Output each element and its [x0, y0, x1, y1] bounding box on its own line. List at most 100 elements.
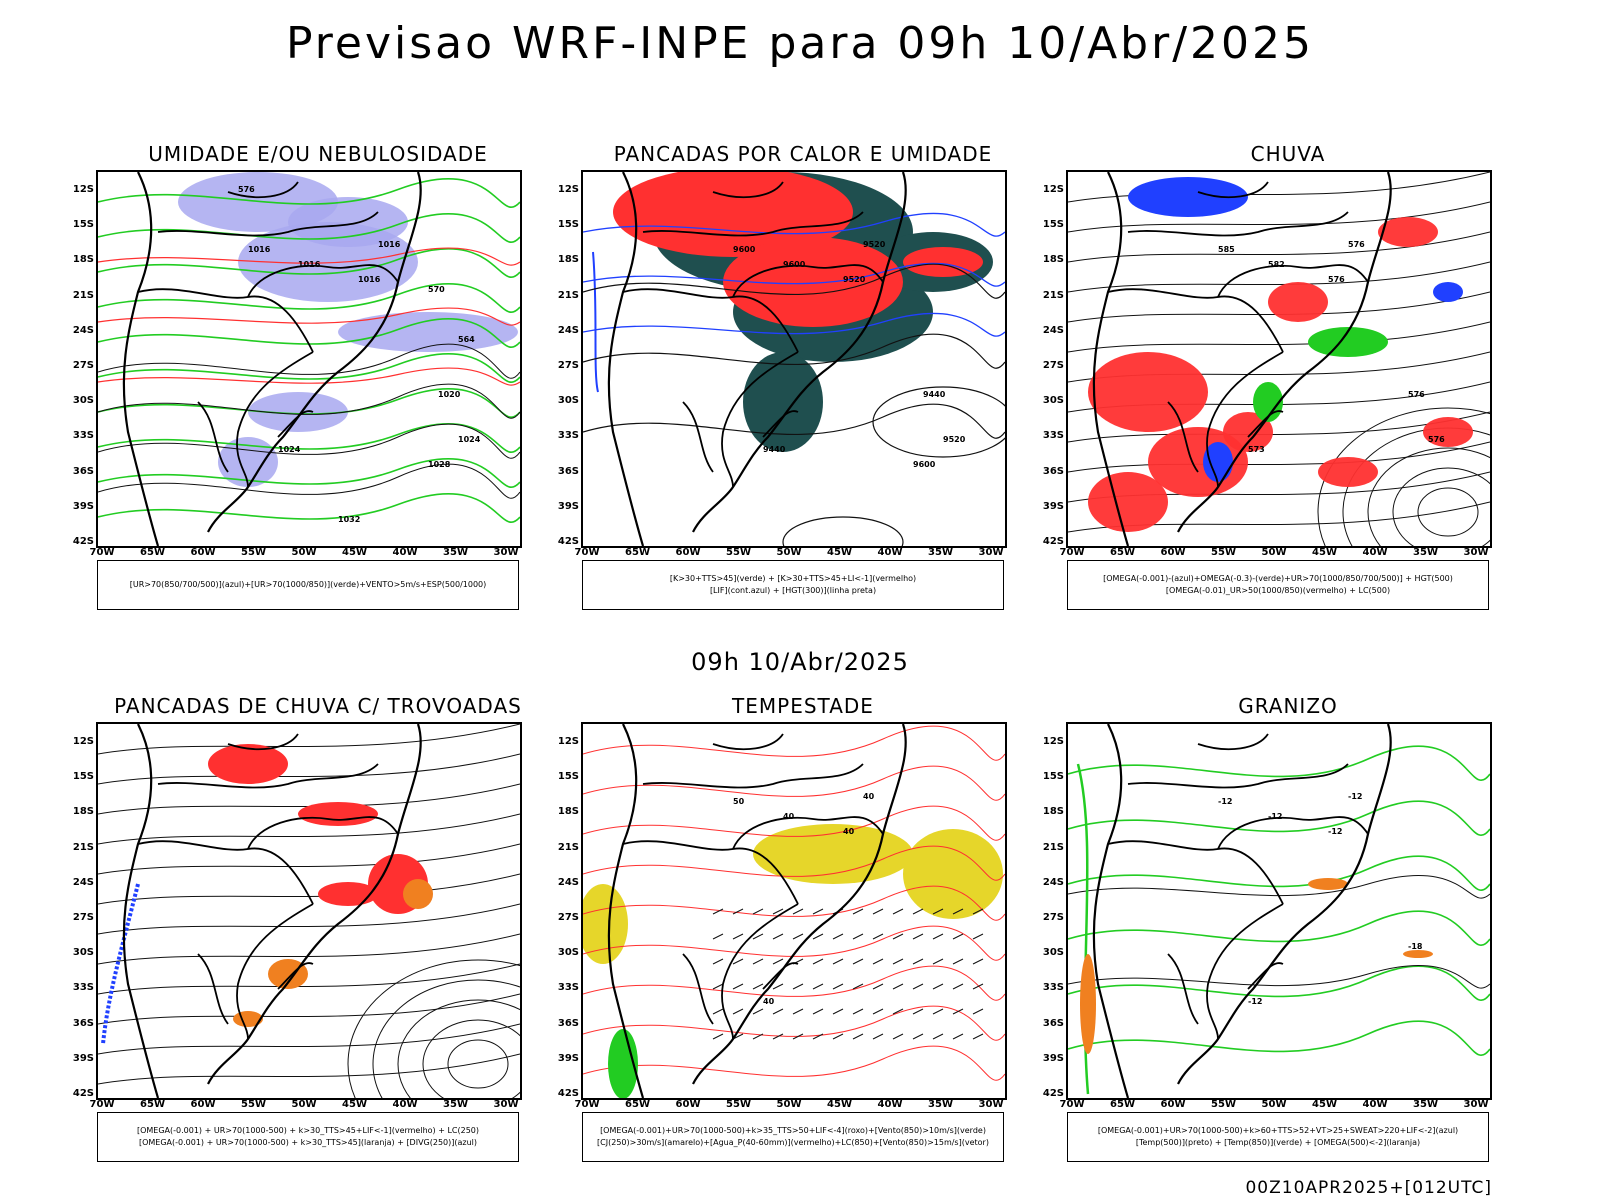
map-panel: PANCADAS DE CHUVA C/ TROVOADAS 12S 15S 18S 2… [68, 694, 568, 1184]
thickness-contour-red [98, 307, 520, 326]
humidity-contour-green [98, 458, 520, 488]
thunder-area-red [208, 744, 288, 784]
coastline-west [607, 724, 645, 1098]
lon-tick-label: 60W [190, 1099, 216, 1110]
hgt-contour [583, 263, 1005, 299]
lat-tick-label: 30S [557, 395, 579, 407]
lat-tick-label: 33S [557, 982, 579, 994]
country-border [721, 903, 799, 1040]
contour-label: 564 [458, 335, 475, 344]
wind-vector [752, 1033, 764, 1040]
lat-tick-label: 42S [557, 1088, 579, 1099]
wind-vector [772, 1008, 784, 1015]
lat-tick-label: 27S [557, 912, 579, 923]
legend-line: [OMEGA(-0.01)_UR>50(1000/850)(vermelho) … [1165, 586, 1391, 595]
wind-vector [812, 958, 824, 965]
coastline-east [207, 724, 422, 1085]
lat-tick-label: 30S [557, 947, 579, 959]
contour-label: 9440 [923, 390, 946, 399]
lon-tick-label: 60W [1160, 1099, 1186, 1110]
temp-850-contour-green [1068, 1020, 1490, 1056]
wind-vector [932, 983, 944, 990]
thickness-contour-red [98, 367, 520, 386]
streamline-250 [98, 753, 520, 785]
lat-tick-label: 21S [557, 289, 579, 301]
contour-label: 1016 [298, 260, 321, 269]
wind-vector [812, 933, 824, 940]
hgt-contour [583, 333, 1005, 369]
map-svg: -12 -12 -12 -12 -12 -18 [1068, 724, 1490, 1098]
lat-tick-label: 12S [72, 184, 94, 195]
temp-500-contour [1068, 874, 1490, 899]
rain-area-blue [1433, 282, 1463, 302]
wind-vector [852, 1008, 864, 1015]
legend-box: [K>30+TTS>45](verde) + [K>30+TTS>45+LI<-… [582, 560, 1004, 610]
rain-area-red [1088, 352, 1208, 432]
divergence-blue [101, 883, 140, 1045]
lat-tick-label: 27S [72, 912, 94, 923]
precipitable-water-contour-red [583, 925, 1005, 961]
wind-vector [792, 933, 804, 940]
country-border [1127, 211, 1349, 237]
lon-tick-label: 35W [928, 547, 953, 558]
wind-vector [772, 983, 784, 990]
wind-vector [952, 958, 964, 965]
panel-title: PANCADAS POR CALOR E UMIDADE [613, 142, 993, 166]
wind-vector [972, 933, 984, 940]
country-border [1167, 953, 1199, 1025]
country-border [227, 181, 299, 199]
wind-vector [872, 908, 884, 915]
heat-humidity-area-red [613, 172, 853, 257]
lat-tick-label: 15S [72, 219, 94, 231]
wind-vector [752, 1008, 764, 1015]
lon-tick-label: 65W [625, 547, 650, 558]
wind-vector [972, 1008, 984, 1015]
lon-tick-label: 60W [675, 1099, 701, 1110]
humidity-contour-green [98, 318, 520, 348]
rain-area-red [1223, 412, 1273, 452]
legend-line: [OMEGA(-0.001) + UR>70(1000-500) + k>30_… [136, 1126, 480, 1135]
hgt-contour [872, 386, 1005, 458]
map-panel: TEMPESTADE 12S 15S 18S 21S 24S 27S 30S 33S 36S 39S… [553, 694, 1053, 1184]
forecast-time-label: 09h 10/Abr/2025 [691, 648, 909, 676]
humidity-area-blue [218, 437, 278, 487]
temp-850-contour-green [1068, 965, 1490, 1001]
wind-vector [712, 908, 724, 915]
country-border [682, 953, 714, 1025]
lat-tick-label: 18S [557, 254, 579, 266]
pressure-contour [98, 383, 520, 419]
wind-vector [852, 933, 864, 940]
heat-humidity-area-red [903, 247, 983, 277]
streamline-500 [1068, 321, 1490, 353]
lon-tick-label: 40W [1362, 547, 1388, 558]
contour-label: 9520 [943, 435, 966, 444]
lon-tick-label: 50W [776, 547, 802, 558]
map-svg [98, 724, 520, 1098]
lon-tick-label: 45W [1312, 547, 1337, 558]
rain-area-green [1308, 327, 1388, 357]
lon-tick-label: 70W [1059, 547, 1085, 558]
wind-vector [952, 1033, 964, 1040]
wind-vector [912, 983, 924, 990]
map-area: 1016 1016 1016 1016 1024 1020 1024 1028 1032 576 5… [96, 170, 522, 548]
streamline-500 [1068, 201, 1490, 233]
streamline-250 [98, 1053, 520, 1085]
country-border [236, 351, 314, 488]
lat-tick-label: 36S [557, 465, 579, 477]
heat-humidity-area-teal [743, 352, 823, 452]
streamline-250 [98, 813, 520, 845]
contour-label: 576 [1348, 240, 1365, 249]
lat-tick-label: 39S [72, 500, 94, 512]
lat-tick-label: 27S [1042, 912, 1064, 923]
lat-tick-label: 18S [1042, 806, 1064, 818]
lon-tick-label: 35W [1413, 547, 1438, 558]
humidity-contour-green [98, 493, 520, 523]
contour-label: 1016 [378, 240, 401, 249]
country-border [157, 763, 379, 789]
lon-tick-label: 70W [574, 547, 600, 558]
lat-tick-label: 30S [1042, 947, 1064, 959]
pressure-contour [98, 463, 520, 499]
coastline-west [122, 724, 160, 1098]
legend-box: [OMEGA(-0.001)+UR>70(1000-500)+k>60+TTS>… [1067, 1112, 1489, 1162]
country-border [1206, 903, 1284, 1040]
